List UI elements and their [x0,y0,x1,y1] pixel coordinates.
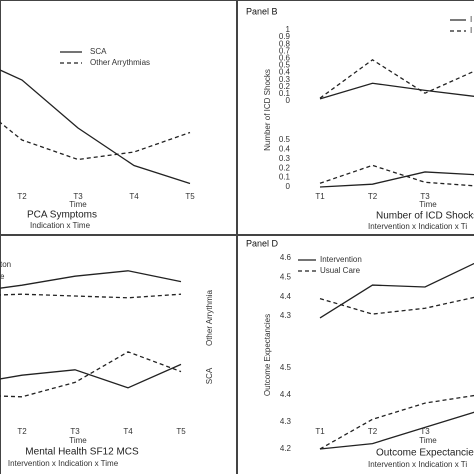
x-axis-title: Time [419,200,437,209]
y-tick-label: 0.6 [279,54,291,63]
y-tick-label: 0.4 [279,68,291,77]
y-tick-label: 4.3 [280,417,292,426]
x-tick-label: T3 [70,427,80,436]
legend-label: e [0,272,5,281]
x-tick-label: T2 [368,192,378,201]
chart-title: Number of ICD Shocks [376,211,474,222]
y-tick-label: 0.5 [279,61,291,70]
series-line [0,270,182,289]
x-tick-label: T1 [315,427,325,436]
y-tick-label: 4.3 [280,311,292,320]
x-tick-label: T2 [17,427,27,436]
series-line [319,394,474,450]
y-axis-title: Outcome Expectancies [263,314,272,396]
series-line [0,351,182,398]
legend-label: ton [0,260,11,269]
subtitle: Indication x Time [30,221,91,230]
panel-label: Panel D [246,238,279,248]
x-tick-label: T5 [185,192,195,201]
x-tick-label: T2 [368,427,378,436]
y-tick-label: 0.8 [279,39,291,48]
x-tick-label: T3 [420,192,430,201]
x-tick-label: T3 [73,192,83,201]
y-tick-label: 0 [286,182,291,191]
series-line [319,59,474,99]
y-tick-label: 4.2 [280,444,292,453]
series-line [0,293,182,299]
x-tick-label: T4 [123,427,133,436]
y-tick-label: 0.9 [279,32,291,41]
y-tick-label: 0.1 [279,173,291,182]
series-line [319,262,474,319]
subtitle: Intervention x Indication x Time [8,459,119,468]
x-tick-label: T1 [315,192,325,201]
y-axis-title: Number of ICD Shocks [263,69,272,151]
y-tick-label: 0.4 [279,145,291,154]
x-axis-title: Time [69,436,87,445]
series-line [0,69,191,185]
subtitle: Intervention x Indication x Ti [368,460,467,469]
x-axis-title: Time [419,436,437,445]
series-line [319,411,474,450]
side-label: Other Arrythmia [205,289,214,346]
legend-label: I [470,15,472,24]
y-tick-label: 0.3 [279,154,291,163]
panel-label: Panel B [246,6,278,16]
x-tick-label: T2 [17,192,27,201]
y-tick-label: 0.1 [279,89,291,98]
y-tick-label: 0 [286,96,291,105]
legend-label: SCA [90,47,107,56]
x-tick-label: T5 [176,427,186,436]
y-tick-label: 4.5 [280,272,292,281]
panel-frame [0,0,237,235]
y-tick-label: 4.4 [280,390,292,399]
legend-label: Intervention [320,255,362,264]
chart-title: PCA Symptoms [27,210,97,221]
legend-label: Other Arrythmias [90,58,150,67]
y-tick-label: 0.3 [279,75,291,84]
panel-frame [237,235,474,474]
series-line [319,164,474,187]
x-tick-label: T4 [129,192,139,201]
series-line [0,121,191,161]
side-label: SCA [205,367,214,384]
x-axis-title: Time [69,200,87,209]
y-tick-label: 4.6 [280,253,292,262]
y-tick-label: 0.2 [279,163,291,172]
legend-label: I [470,26,472,35]
y-tick-label: 0.2 [279,82,291,91]
series-line [319,171,474,188]
subtitle: Intervention x Indication x Ti [368,222,467,231]
y-tick-label: 0.5 [279,135,291,144]
legend-label: Usual Care [320,266,361,275]
y-tick-label: 4.5 [280,363,292,372]
panel-frame [237,0,474,235]
series-line [0,363,182,389]
chart-title: Outcome Expectancies [376,448,474,459]
series-line [319,296,474,315]
y-tick-label: 0.7 [279,46,291,55]
y-tick-label: 4.4 [280,292,292,301]
series-line [319,82,474,100]
x-tick-label: T3 [420,427,430,436]
y-tick-label: 1 [286,25,291,34]
panel-frame [0,235,237,474]
chart-title: Mental Health SF12 MCS [25,447,139,458]
